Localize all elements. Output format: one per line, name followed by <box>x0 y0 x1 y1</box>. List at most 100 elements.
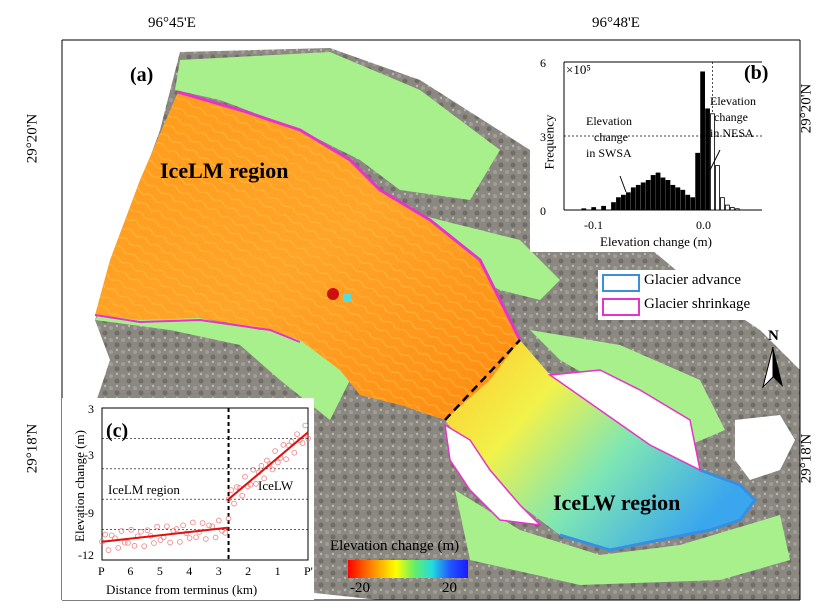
colorbar-min-label: -20 <box>350 580 370 596</box>
profile-xtick: P' <box>304 564 313 578</box>
hist-bar-swsa <box>616 197 621 211</box>
lat-label-left-1: 29°20'N <box>24 113 41 164</box>
profile-point <box>157 537 164 543</box>
advance-area-north <box>175 52 500 200</box>
hist-bar-swsa <box>695 152 701 211</box>
legend-advance-label: Glacier advance <box>644 272 742 288</box>
profile-point <box>105 547 112 553</box>
profile-xtick: 6 <box>127 564 134 578</box>
hist-bar-swsa <box>650 175 656 211</box>
lat-label-right-2: 29°18'N <box>798 433 815 484</box>
profile-point <box>186 535 193 541</box>
lat-label-left-2: 29°18'N <box>24 423 41 474</box>
profile-ytick-m3: -3 <box>84 448 94 462</box>
legend-advance-swatch <box>602 274 640 292</box>
profile-point <box>233 484 240 490</box>
profile-xtick: 3 <box>215 564 222 578</box>
profile-point <box>242 473 248 480</box>
hist-bar-nesa <box>729 207 735 211</box>
hist-annot-right-2: change <box>714 110 748 124</box>
profile-point <box>216 517 222 524</box>
profile-point <box>151 540 157 546</box>
lon-label-1: 96°45'E <box>148 15 196 31</box>
profile-point <box>212 534 219 541</box>
profile-xlabel: Distance from terminus (km) <box>106 582 258 597</box>
profile-point <box>108 532 115 539</box>
profile-point <box>231 500 237 507</box>
profile-frame <box>101 407 309 561</box>
profile-point <box>164 523 170 530</box>
profile-point <box>264 457 270 464</box>
hist-bar-swsa <box>625 192 631 211</box>
inset-b: ×10⁵ (b) Frequency Elevation change (m) … <box>530 56 780 252</box>
hist-arrow-right <box>709 149 721 171</box>
profile-point <box>193 534 199 541</box>
profile-region-right: IceLW <box>258 478 294 493</box>
profile-point <box>173 526 180 532</box>
icelw-advance-outline <box>559 468 757 552</box>
profile-ytick-3: 3 <box>88 402 94 416</box>
icelw-surface <box>445 340 755 550</box>
inset-c: (c) Elevation change (m) Distance from t… <box>62 398 314 600</box>
profile-ylabel: Elevation change (m) <box>71 430 87 542</box>
region-label-icelm: IceLM region <box>160 158 289 183</box>
north-arrow-icon <box>762 346 783 389</box>
panel-label-c: (c) <box>106 420 129 442</box>
region-boundary <box>444 339 521 421</box>
profile-point <box>228 487 235 493</box>
hist-annot-right-3: in NESA <box>710 126 754 140</box>
hist-bar-swsa <box>645 180 651 211</box>
hist-bar-swsa <box>665 180 671 211</box>
colorbar-title: Elevation change (m) <box>330 538 460 554</box>
profile-xtick: 5 <box>156 564 163 578</box>
hist-bar-swsa <box>621 194 626 211</box>
hist-arrow-left <box>619 175 627 193</box>
profile-fit-line <box>227 431 309 500</box>
legend-shrinkage-label: Glacier shrinkage <box>644 296 751 312</box>
colorbar <box>348 560 468 578</box>
hist-bar-swsa <box>685 194 691 211</box>
profile-point <box>288 438 295 445</box>
legend-shrinkage-swatch <box>602 298 640 316</box>
profile-xtick: 2 <box>245 564 252 578</box>
profile-ytick-m12: -12 <box>78 548 94 562</box>
profile-point <box>190 519 196 526</box>
profile-point <box>118 528 125 534</box>
hist-bar-swsa <box>630 187 636 211</box>
profile-point <box>209 523 216 530</box>
histogram-plot <box>563 61 762 211</box>
profile-point <box>294 431 300 437</box>
north-arrow-label: N <box>768 328 779 344</box>
advance-area-south <box>455 490 790 585</box>
profile-fit-line <box>101 526 229 543</box>
profile-point <box>141 543 147 549</box>
hist-bar-swsa <box>700 71 705 211</box>
profile-xtick: 4 <box>186 564 193 578</box>
hist-xtick-2: 0.0 <box>696 218 711 232</box>
hist-annot-left-2: change <box>594 130 628 144</box>
panel-label-a: (a) <box>130 64 154 86</box>
lon-label-2: 96°48'E <box>592 15 640 31</box>
profile-point <box>121 539 128 546</box>
hist-multiplier: ×10⁵ <box>566 62 591 77</box>
profile-ytick-m9: -9 <box>84 506 94 520</box>
profile-point <box>272 448 278 454</box>
debris-area-south <box>444 423 543 527</box>
hist-ytick-0: 0 <box>540 204 546 218</box>
lat-label-right-1: 29°20'N <box>798 83 815 134</box>
hist-bar-nesa <box>720 197 725 211</box>
hist-bar-swsa <box>675 187 681 211</box>
hist-bar-swsa <box>581 208 587 211</box>
profile-point <box>128 526 135 533</box>
profile-point <box>299 440 306 446</box>
profile-point <box>102 531 109 538</box>
profile-xtick: 1 <box>274 564 281 578</box>
advance-area-northeast <box>420 215 560 300</box>
profile-point <box>167 539 173 546</box>
hist-bar-swsa <box>611 202 616 211</box>
advance-area-southwest <box>95 312 350 420</box>
profile-point <box>199 520 206 526</box>
debris-area-north <box>547 369 702 472</box>
hist-bar-swsa <box>601 205 606 211</box>
